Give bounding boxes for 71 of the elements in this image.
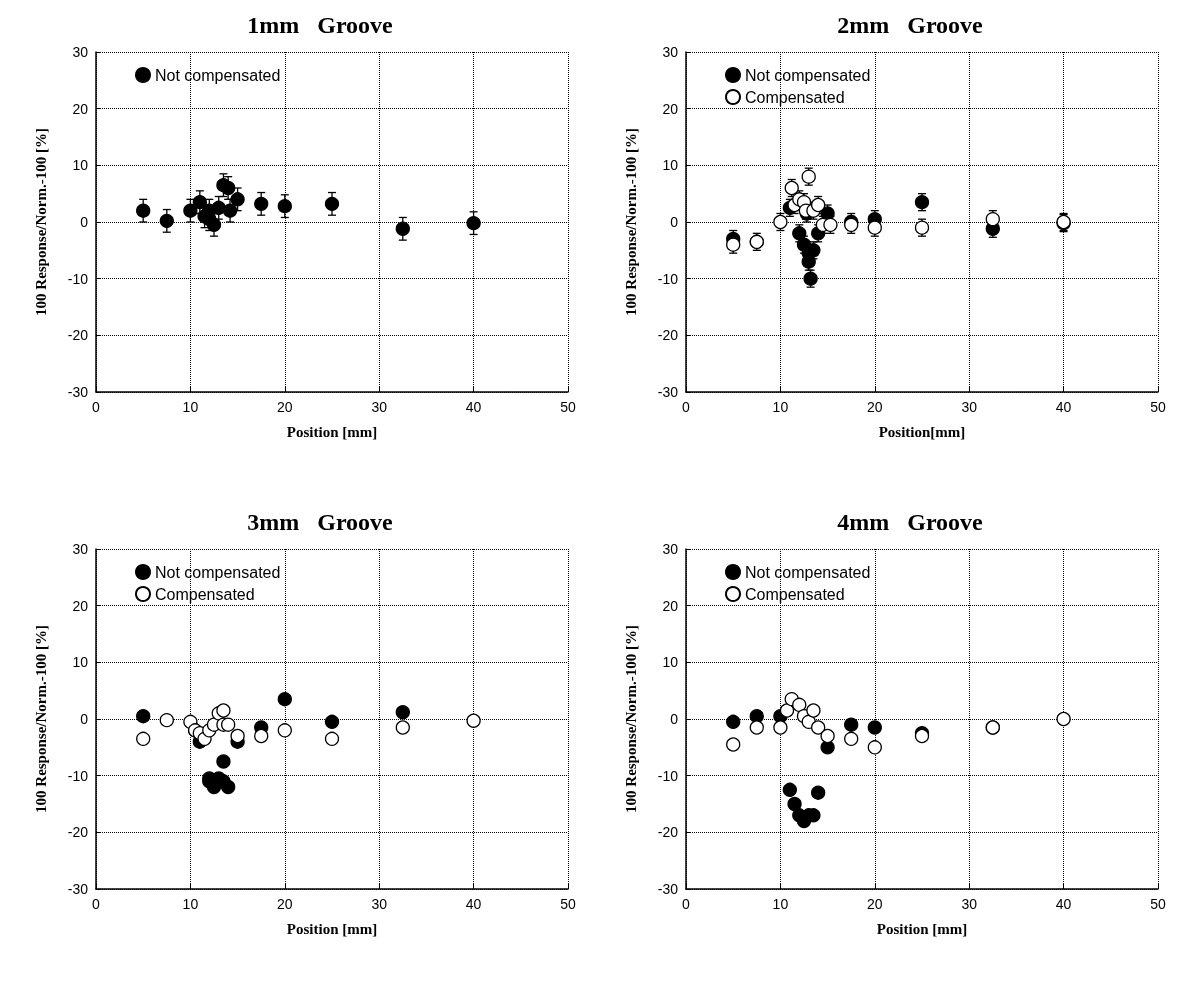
legend-label: Not compensated bbox=[745, 563, 871, 581]
y-tick-label: -10 bbox=[67, 270, 89, 287]
y-tick-label: 30 bbox=[72, 541, 89, 557]
legend-label: Compensated bbox=[745, 585, 845, 603]
y-tick-label: -10 bbox=[67, 767, 89, 784]
y-axis-title: 100 Response/Norm.-100 [%] bbox=[622, 625, 639, 813]
y-tick-label: -20 bbox=[67, 824, 89, 841]
x-tick-label: 10 bbox=[772, 896, 789, 912]
x-tick-label: 20 bbox=[277, 896, 293, 912]
x-tick-label: 40 bbox=[1055, 896, 1072, 912]
y-axis-title: 100 Response/Norm.-100 [%] bbox=[32, 128, 49, 316]
chart-title: 2mm Groove bbox=[837, 12, 984, 38]
y-tick-label: 20 bbox=[662, 597, 679, 614]
y-tick-label: 10 bbox=[72, 157, 89, 174]
x-tick-label: 0 bbox=[682, 399, 691, 415]
y-tick-label: 20 bbox=[72, 597, 89, 614]
x-tick-label: 10 bbox=[772, 399, 789, 415]
x-tick-label: 30 bbox=[961, 896, 978, 912]
y-tick-label: 0 bbox=[670, 711, 679, 727]
x-tick-label: 0 bbox=[92, 399, 101, 415]
x-tick-label: 50 bbox=[560, 399, 576, 415]
y-tick-label: 10 bbox=[662, 654, 679, 671]
x-tick-label: 50 bbox=[560, 896, 576, 912]
y-tick-label: -20 bbox=[657, 327, 679, 344]
x-tick-label: 0 bbox=[682, 896, 691, 912]
y-tick-label: 0 bbox=[80, 711, 89, 727]
x-axis-title: Position[mm] bbox=[878, 423, 966, 440]
x-tick-label: 40 bbox=[1055, 399, 1072, 415]
legend-label: Compensated bbox=[155, 585, 255, 603]
x-axis-title: Position [mm] bbox=[876, 920, 968, 937]
y-tick-label: 10 bbox=[72, 654, 89, 671]
y-tick-label: 30 bbox=[662, 541, 679, 557]
y-tick-label: -30 bbox=[657, 384, 679, 400]
legend-label: Not compensated bbox=[155, 66, 281, 84]
y-tick-label: 10 bbox=[662, 157, 679, 174]
x-tick-label: 30 bbox=[371, 896, 388, 912]
x-axis-title: Position [mm] bbox=[286, 423, 378, 440]
y-tick-label: -30 bbox=[67, 881, 89, 897]
x-tick-label: 10 bbox=[182, 896, 199, 912]
y-axis-title: 100 Response/Norm.-100 [%] bbox=[622, 128, 639, 316]
x-tick-label: 50 bbox=[1150, 399, 1166, 415]
y-tick-label: -10 bbox=[657, 767, 679, 784]
legend-label: Not compensated bbox=[155, 563, 281, 581]
x-tick-label: 40 bbox=[465, 399, 482, 415]
chart-title: 4mm Groove bbox=[837, 509, 984, 535]
x-tick-label: 30 bbox=[371, 399, 388, 415]
x-tick-label: 0 bbox=[92, 896, 101, 912]
y-tick-label: -20 bbox=[67, 327, 89, 344]
y-tick-label: -10 bbox=[657, 270, 679, 287]
y-tick-label: 30 bbox=[662, 44, 679, 60]
x-tick-label: 20 bbox=[867, 896, 883, 912]
x-tick-label: 20 bbox=[867, 399, 883, 415]
y-tick-label: 0 bbox=[670, 214, 679, 230]
y-tick-label: -20 bbox=[657, 824, 679, 841]
chart-title: 3mm Groove bbox=[247, 509, 394, 535]
y-axis-title: 100 Response/Norm.-100 [%] bbox=[32, 625, 49, 813]
y-tick-label: -30 bbox=[67, 384, 89, 400]
y-tick-label: -30 bbox=[657, 881, 679, 897]
chart-title: 1mm Groove bbox=[247, 12, 394, 38]
legend-label: Compensated bbox=[745, 88, 845, 106]
legend-label: Not compensated bbox=[745, 66, 871, 84]
x-tick-label: 10 bbox=[182, 399, 199, 415]
x-axis-title: Position [mm] bbox=[286, 920, 378, 937]
x-tick-label: 30 bbox=[961, 399, 978, 415]
x-tick-label: 40 bbox=[465, 896, 482, 912]
y-tick-label: 20 bbox=[662, 100, 679, 117]
y-tick-label: 30 bbox=[72, 44, 89, 60]
y-tick-label: 0 bbox=[80, 214, 89, 230]
x-tick-label: 20 bbox=[277, 399, 293, 415]
x-tick-label: 50 bbox=[1150, 896, 1166, 912]
y-tick-label: 20 bbox=[72, 100, 89, 117]
